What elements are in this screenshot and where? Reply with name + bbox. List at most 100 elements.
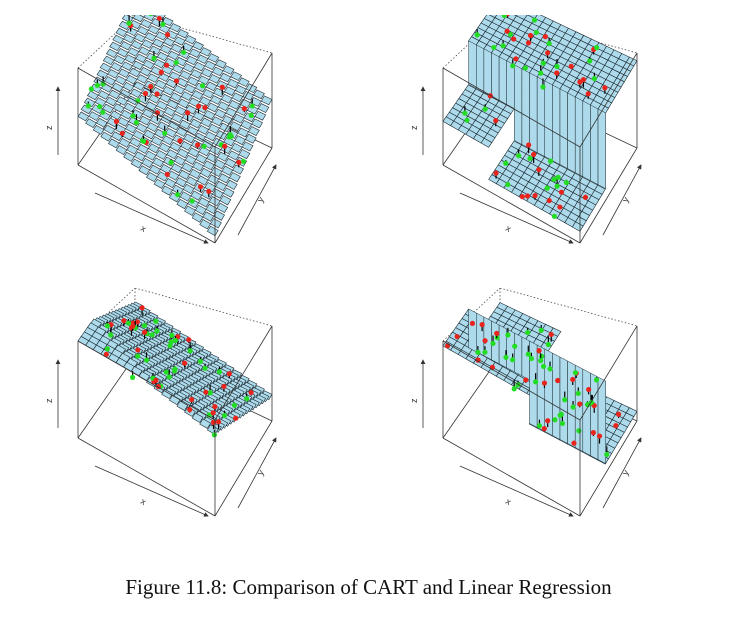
data-point xyxy=(186,337,192,343)
data-point xyxy=(527,32,534,39)
y-axis-label: y xyxy=(620,468,631,477)
data-point xyxy=(231,402,238,408)
data-point xyxy=(522,65,528,71)
data-point xyxy=(226,371,232,377)
data-point xyxy=(462,110,468,116)
data-point xyxy=(104,346,110,352)
data-point xyxy=(500,43,506,49)
data-point xyxy=(134,319,141,325)
data-point xyxy=(195,142,201,148)
data-point xyxy=(108,332,114,338)
data-point xyxy=(570,376,576,383)
data-point xyxy=(510,357,516,363)
data-point xyxy=(187,407,193,413)
y-axis-label: y xyxy=(620,195,631,204)
data-point xyxy=(559,420,565,427)
x-axis-label: x xyxy=(139,496,148,507)
data-point xyxy=(206,188,212,195)
box-front-edges xyxy=(77,52,273,243)
data-point xyxy=(519,194,525,200)
data-point xyxy=(241,106,247,112)
data-point xyxy=(548,331,554,338)
data-point xyxy=(503,354,509,360)
panel-top-left: x y z xyxy=(44,15,277,244)
box-front-edges xyxy=(77,325,273,516)
data-point xyxy=(97,104,103,110)
axes: x y z xyxy=(409,359,642,517)
data-point xyxy=(505,181,511,188)
data-point xyxy=(562,397,568,403)
data-point xyxy=(175,192,181,198)
data-point xyxy=(575,390,581,396)
data-point xyxy=(135,347,141,353)
axes: x y z xyxy=(44,359,277,517)
axes: x y z xyxy=(409,86,642,244)
data-point xyxy=(576,428,582,434)
data-point xyxy=(525,329,531,336)
data-point xyxy=(541,380,548,386)
data-point xyxy=(525,40,532,46)
data-point xyxy=(153,377,159,383)
data-point xyxy=(158,69,164,75)
data-point xyxy=(547,366,553,372)
data-point xyxy=(100,81,106,87)
y-axis-label: y xyxy=(255,195,266,204)
data-point xyxy=(545,341,551,348)
data-point xyxy=(475,357,481,363)
data-point xyxy=(173,59,179,66)
data-point xyxy=(604,451,610,458)
data-point xyxy=(570,404,576,410)
data-point xyxy=(227,132,233,138)
box-front-edges xyxy=(442,52,638,243)
data-point xyxy=(130,374,136,380)
data-point xyxy=(148,83,154,90)
data-point xyxy=(552,417,558,423)
data-point xyxy=(542,34,548,40)
x-axis-label: x xyxy=(504,496,513,507)
data-point xyxy=(551,176,557,183)
data-point xyxy=(202,365,208,371)
data-point xyxy=(532,193,538,199)
data-point xyxy=(531,17,538,23)
data-point xyxy=(493,170,499,176)
data-point xyxy=(156,15,162,22)
data-point xyxy=(590,430,596,436)
data-point xyxy=(482,106,488,112)
data-point xyxy=(475,349,481,355)
data-point xyxy=(121,318,127,324)
data-point xyxy=(494,330,500,336)
figure-caption: Figure 11.8: Comparison of CART and Line… xyxy=(125,575,612,599)
data-points xyxy=(85,15,255,204)
data-point xyxy=(201,143,207,149)
data-point xyxy=(160,21,166,27)
data-point xyxy=(119,130,125,136)
data-point xyxy=(540,84,546,90)
data-point xyxy=(177,138,183,144)
data-point xyxy=(507,31,513,37)
data-point xyxy=(527,155,533,162)
data-point xyxy=(104,323,110,329)
data-point xyxy=(240,158,247,165)
data-point xyxy=(168,159,174,166)
data-point xyxy=(233,415,239,421)
data-point xyxy=(169,332,175,338)
x-axis-label: x xyxy=(504,223,513,234)
data-point xyxy=(222,143,228,149)
data-point xyxy=(501,15,507,18)
data-point xyxy=(540,363,547,370)
data-point xyxy=(211,432,218,438)
y-axis-label: y xyxy=(255,468,266,477)
data-point xyxy=(221,412,228,419)
data-point xyxy=(154,91,160,97)
data-point xyxy=(219,84,225,90)
data-point xyxy=(172,366,178,372)
data-point xyxy=(585,91,591,97)
data-point xyxy=(526,142,532,148)
data-point xyxy=(551,213,557,219)
data-point xyxy=(593,377,600,383)
data-point xyxy=(482,349,488,355)
data-point xyxy=(536,167,542,173)
data-point xyxy=(591,75,597,82)
data-point xyxy=(546,197,552,204)
data-point xyxy=(100,109,106,115)
